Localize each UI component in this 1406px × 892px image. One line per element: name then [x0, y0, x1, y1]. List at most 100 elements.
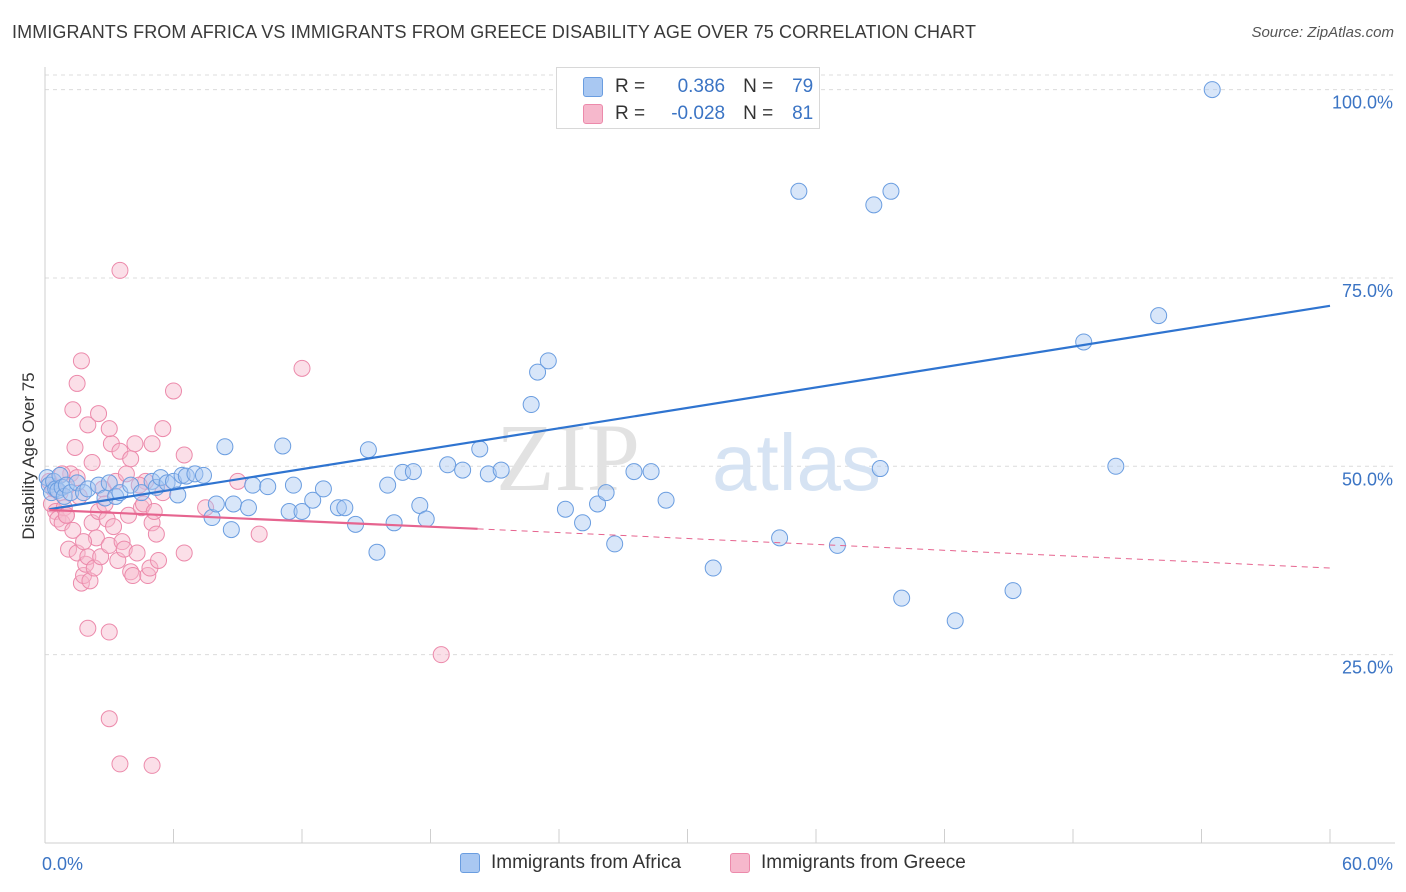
correlation-legend: R = 0.386 N = 79 R = -0.028 N = 81	[556, 67, 820, 129]
data-point-greece	[72, 352, 90, 370]
data-point-africa	[239, 499, 257, 517]
axes	[44, 67, 1395, 844]
data-point-africa	[882, 182, 900, 200]
data-point-africa	[539, 352, 557, 370]
data-point-greece	[68, 374, 86, 392]
data-point-greece	[79, 619, 97, 637]
data-point-africa	[439, 456, 457, 474]
data-point-greece	[120, 506, 138, 524]
data-point-greece	[75, 533, 93, 551]
trend-line-africa	[49, 304, 1331, 511]
legend-n-value: 79	[792, 76, 814, 97]
data-point-greece	[154, 420, 172, 438]
data-point-africa	[284, 476, 302, 494]
y-axis-title: Disability Age Over 75	[19, 372, 38, 539]
data-point-africa	[274, 437, 292, 455]
legend-item-africa: Immigrants from Africa	[460, 852, 681, 874]
y-tick-label: 75.0%	[1342, 281, 1393, 301]
legend-n-value: 81	[792, 103, 814, 124]
data-point-greece	[432, 646, 450, 664]
data-point-africa	[556, 500, 574, 518]
data-point-africa	[479, 465, 497, 483]
data-point-greece	[64, 401, 82, 419]
data-point-africa	[385, 514, 403, 532]
data-point-africa	[314, 480, 332, 498]
data-point-greece	[229, 472, 247, 490]
data-point-africa	[417, 510, 435, 528]
data-point-africa	[522, 396, 540, 414]
data-point-greece	[100, 420, 118, 438]
legend-row-greece: R = -0.028 N = 81	[583, 101, 813, 127]
data-point-africa	[404, 463, 422, 481]
data-point-greece	[165, 382, 182, 400]
data-point-africa	[589, 495, 607, 513]
watermark: ZIP atlas	[496, 404, 881, 511]
data-point-africa	[625, 463, 643, 481]
data-point-greece	[124, 567, 142, 585]
legend-label-greece: Immigrants from Greece	[761, 852, 966, 873]
legend-swatch-africa	[583, 77, 603, 97]
data-point-africa	[304, 491, 322, 509]
data-point-greece	[83, 454, 101, 472]
data-point-greece	[92, 548, 110, 566]
legend-label-africa: Immigrants from Africa	[491, 852, 682, 873]
legend-r-label: R =	[615, 103, 646, 124]
data-point-greece	[122, 450, 140, 468]
data-point-greece	[145, 503, 163, 521]
data-point-greece	[111, 755, 129, 773]
series-africa-points	[38, 81, 1221, 630]
data-point-africa	[492, 461, 510, 479]
data-point-africa	[222, 521, 240, 539]
data-point-greece	[150, 551, 168, 569]
y-tick-label: 100.0%	[1332, 93, 1393, 113]
data-point-greece	[147, 525, 165, 543]
data-point-africa	[169, 486, 187, 504]
data-point-greece	[105, 518, 123, 536]
data-point-greece	[60, 540, 78, 558]
data-point-greece	[197, 499, 215, 517]
data-point-greece	[100, 710, 118, 728]
data-point-africa	[62, 484, 80, 502]
data-point-greece	[66, 438, 84, 456]
data-point-africa	[68, 474, 86, 492]
data-point-africa	[329, 499, 347, 517]
watermark-atlas: atlas	[712, 418, 881, 507]
data-point-greece	[100, 623, 118, 641]
trend-line-greece	[49, 508, 478, 530]
data-point-africa	[368, 543, 386, 561]
data-point-africa	[606, 535, 624, 553]
data-point-africa	[379, 476, 397, 494]
legend-swatch-greece	[583, 104, 603, 124]
data-point-greece	[90, 405, 108, 423]
series-greece-points	[40, 261, 450, 774]
trend-lines	[49, 304, 1331, 569]
data-point-greece	[128, 544, 146, 562]
data-point-africa	[224, 495, 242, 513]
data-point-africa	[893, 589, 911, 607]
data-point-africa	[244, 476, 262, 494]
data-point-greece	[250, 525, 268, 543]
data-point-greece	[111, 261, 129, 279]
data-point-africa	[359, 441, 377, 459]
data-point-greece	[293, 359, 311, 377]
data-point-africa	[1203, 81, 1221, 99]
data-point-greece	[175, 446, 193, 464]
data-point-africa	[642, 463, 660, 481]
legend-n-label: N =	[743, 103, 774, 124]
data-point-africa	[207, 495, 225, 513]
source-label: Source: ZipAtlas.com	[1251, 24, 1394, 41]
data-point-africa	[657, 491, 675, 509]
data-point-africa	[574, 514, 592, 532]
data-point-africa	[454, 461, 472, 479]
legend-r-label: R =	[615, 76, 646, 97]
data-point-africa	[293, 503, 311, 521]
data-point-greece	[81, 572, 99, 590]
legend-swatch-greece	[730, 853, 750, 873]
data-point-greece	[143, 435, 161, 453]
data-point-africa	[771, 529, 789, 547]
data-point-africa	[186, 465, 204, 483]
data-point-greece	[87, 529, 105, 547]
y-tick-label: 25.0%	[1342, 658, 1393, 678]
data-point-africa	[1075, 333, 1093, 351]
